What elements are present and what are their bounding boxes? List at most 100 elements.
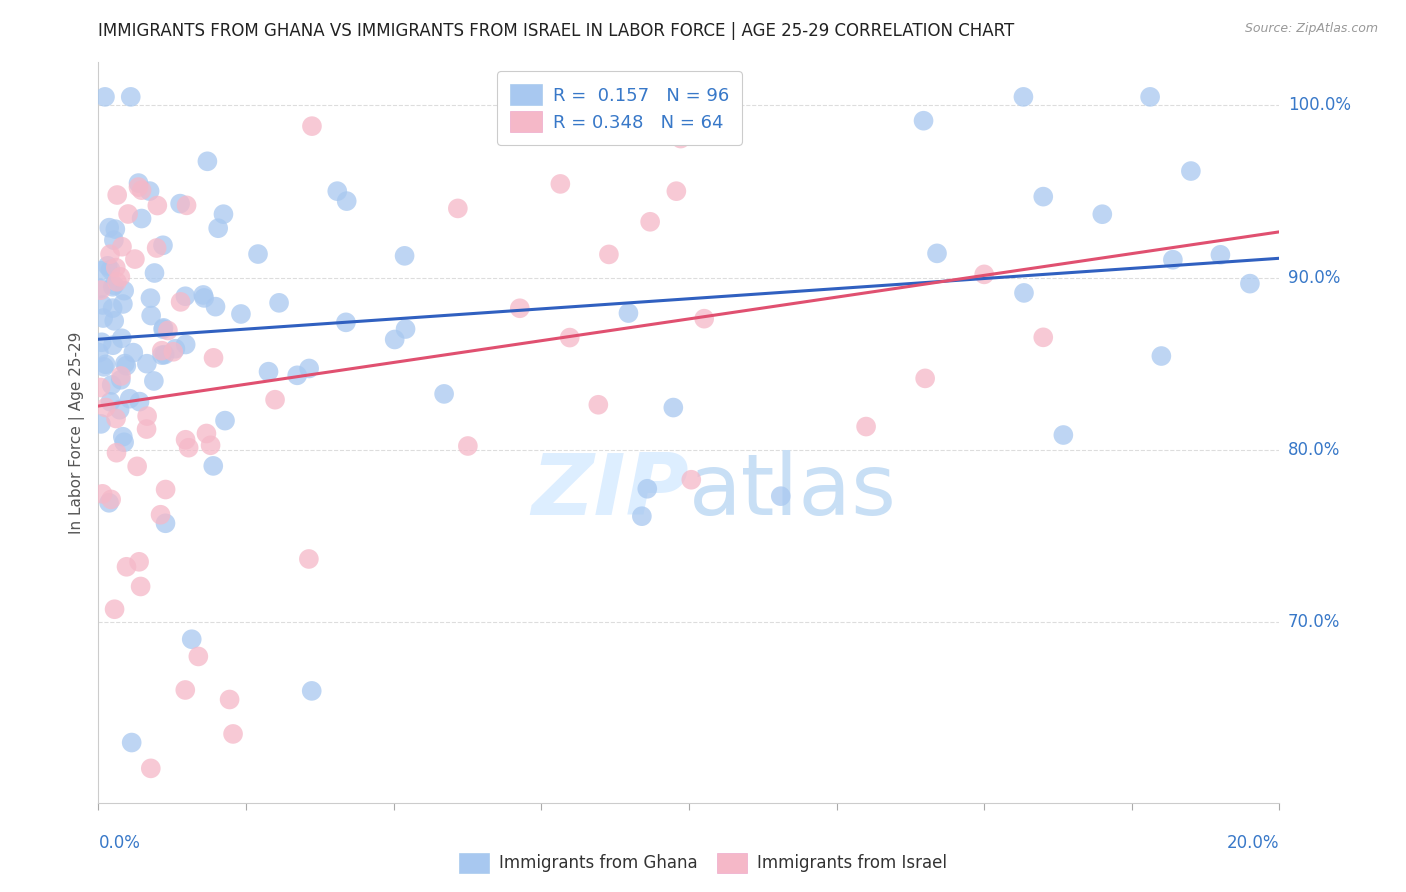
Text: ZIP: ZIP <box>531 450 689 533</box>
Point <box>165 342 187 356</box>
Point <box>101 280 124 294</box>
Point <box>129 579 152 593</box>
Point <box>638 215 661 229</box>
Point <box>94 90 117 104</box>
Point <box>925 246 948 260</box>
Point <box>1032 330 1054 344</box>
Point <box>197 154 219 169</box>
Point <box>212 207 235 221</box>
Point <box>104 260 127 275</box>
Point <box>202 351 225 365</box>
Point <box>142 374 165 388</box>
Point <box>1239 277 1261 291</box>
Point <box>100 378 122 392</box>
Point <box>108 402 131 417</box>
Point <box>111 240 134 254</box>
Point <box>174 337 197 351</box>
Point <box>94 401 117 415</box>
Point <box>177 441 200 455</box>
Point <box>1150 349 1173 363</box>
Point <box>136 409 159 423</box>
Point <box>174 433 197 447</box>
Point <box>127 459 149 474</box>
Point <box>187 649 209 664</box>
Point <box>336 194 359 208</box>
Point <box>298 361 321 376</box>
Point <box>285 368 308 383</box>
Point <box>301 684 323 698</box>
Text: atlas: atlas <box>689 450 897 533</box>
Point <box>91 487 114 501</box>
Point <box>509 301 531 316</box>
Point <box>264 392 287 407</box>
Point <box>128 394 150 409</box>
Point <box>94 357 117 371</box>
Point <box>617 306 640 320</box>
Text: IMMIGRANTS FROM GHANA VS IMMIGRANTS FROM ISRAEL IN LABOR FORCE | AGE 25-29 CORRE: IMMIGRANTS FROM GHANA VS IMMIGRANTS FROM… <box>98 22 1015 40</box>
Point <box>150 348 173 362</box>
Text: 20.0%: 20.0% <box>1227 834 1279 852</box>
Point <box>100 394 122 409</box>
Point <box>174 683 197 698</box>
Point <box>214 414 236 428</box>
Point <box>257 365 280 379</box>
Point <box>298 552 321 566</box>
Point <box>202 458 225 473</box>
Point <box>138 184 160 198</box>
Point <box>631 509 654 524</box>
Legend: Immigrants from Ghana, Immigrants from Israel: Immigrants from Ghana, Immigrants from I… <box>451 847 955 880</box>
Point <box>1209 248 1232 262</box>
Point <box>558 330 581 344</box>
Point <box>87 345 110 359</box>
Point <box>110 369 132 384</box>
Point <box>207 221 229 235</box>
Point <box>1139 90 1161 104</box>
Point <box>1161 252 1184 267</box>
Point <box>135 357 157 371</box>
Point <box>155 483 177 497</box>
Point <box>247 247 270 261</box>
Point <box>103 602 125 616</box>
Point <box>155 516 177 531</box>
Point <box>120 90 142 104</box>
Point <box>98 220 121 235</box>
Point <box>555 98 578 112</box>
Point <box>127 180 149 194</box>
Point <box>128 555 150 569</box>
Point <box>131 183 153 197</box>
Point <box>139 291 162 305</box>
Point <box>1052 428 1074 442</box>
Point <box>139 761 162 775</box>
Text: 80.0%: 80.0% <box>1288 441 1340 458</box>
Point <box>335 315 357 329</box>
Text: 100.0%: 100.0% <box>1288 96 1351 114</box>
Point <box>90 380 112 394</box>
Point <box>100 492 122 507</box>
Point <box>152 322 174 336</box>
Point <box>301 119 323 133</box>
Point <box>105 275 128 289</box>
Point <box>103 278 125 293</box>
Point <box>394 249 416 263</box>
Text: 70.0%: 70.0% <box>1288 613 1340 631</box>
Point <box>98 247 121 261</box>
Point <box>90 283 112 297</box>
Point <box>115 359 138 373</box>
Point <box>112 435 135 450</box>
Point <box>100 262 122 277</box>
Y-axis label: In Labor Force | Age 25-29: In Labor Force | Age 25-29 <box>69 332 86 533</box>
Point <box>111 297 134 311</box>
Point <box>91 311 114 326</box>
Point <box>105 411 128 425</box>
Point <box>169 196 191 211</box>
Point <box>93 359 115 374</box>
Point <box>1180 164 1202 178</box>
Point <box>176 198 198 212</box>
Point <box>91 298 114 312</box>
Point <box>229 307 252 321</box>
Point <box>222 727 245 741</box>
Point <box>550 177 572 191</box>
Point <box>103 314 125 328</box>
Point <box>104 222 127 236</box>
Point <box>131 211 153 226</box>
